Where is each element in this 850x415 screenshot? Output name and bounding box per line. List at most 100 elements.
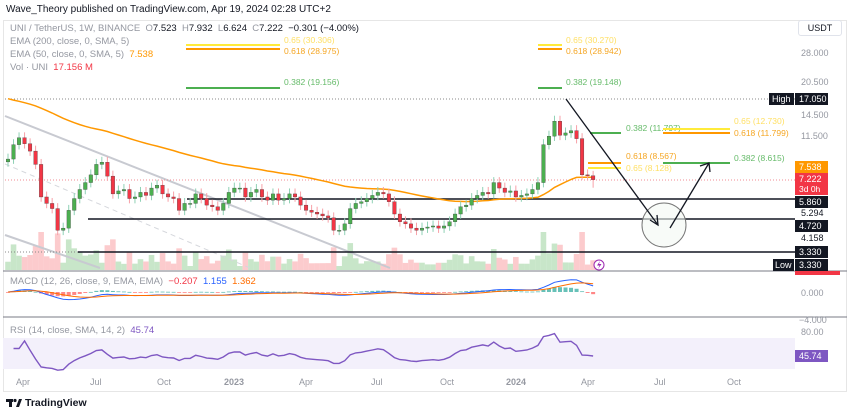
candle-down xyxy=(574,130,579,139)
candle-up xyxy=(61,227,66,231)
volume-bar xyxy=(562,262,569,270)
macd-histogram-bar xyxy=(116,291,121,293)
volume-bar xyxy=(352,258,359,270)
fib-b[interactable]: 0.65 (30.270) 0.618 (28.942) 0.382 (19.1… xyxy=(538,35,621,89)
volume-tag xyxy=(795,271,840,275)
candle-down xyxy=(558,120,562,136)
fib-label: 0.382 (8.615) xyxy=(734,153,785,163)
low-value: 6.624 xyxy=(223,23,247,34)
macd-histogram-bar xyxy=(210,291,215,293)
price-tick: 11.500 xyxy=(801,131,828,141)
macd-histogram-bar xyxy=(353,291,358,293)
volume-bar xyxy=(115,261,122,270)
volume-bar xyxy=(5,261,11,270)
volume-legend[interactable]: Vol · UNI 17.156 M xyxy=(10,61,359,74)
candle-up xyxy=(226,192,231,204)
candle-down xyxy=(171,196,176,199)
symbol-ohlc[interactable]: UNI / TetherUS, 1W, BINANCE O7.523 H7.93… xyxy=(10,22,359,35)
volume-bar xyxy=(358,263,365,270)
candle-down xyxy=(259,189,264,198)
candle-up xyxy=(248,192,253,198)
candle-up xyxy=(94,164,99,176)
candle-down xyxy=(33,150,38,165)
projection-arrow-down[interactable] xyxy=(565,98,659,226)
projection-arrow-up[interactable] xyxy=(669,162,710,229)
candle-up xyxy=(547,135,551,145)
fib-d[interactable]: 0.65 (12.730) 0.618 (11.799) 0.382 (8.61… xyxy=(663,116,789,164)
candle-down xyxy=(215,206,220,211)
macd-histogram-bar xyxy=(519,291,524,293)
macd-histogram-bar xyxy=(44,292,49,295)
ema50-tag xyxy=(795,161,828,173)
volume-bar xyxy=(121,263,127,270)
volume-bar xyxy=(143,261,149,270)
high-label: H xyxy=(181,23,189,34)
macd-histogram-bar xyxy=(127,291,132,293)
channel-line[interactable] xyxy=(4,115,391,269)
volume-bar xyxy=(170,263,177,270)
ema200-legend[interactable]: EMA (200, close, 0, SMA, 5) xyxy=(10,36,130,47)
macd-histogram-bar xyxy=(563,287,568,292)
candle-up xyxy=(99,162,104,165)
volume-bar xyxy=(198,259,204,270)
ema50-value: 7.538 xyxy=(129,49,154,60)
volume-bar xyxy=(88,254,94,270)
volume-bar xyxy=(479,261,486,270)
candle-down xyxy=(210,204,215,207)
fib-a[interactable]: 0.65 (30.306) 0.618 (28.975) 0.382 (19.1… xyxy=(186,35,339,89)
fib-label: 0.65 (30.270) xyxy=(566,35,617,45)
bar-countdown: 3d 0h xyxy=(799,184,821,194)
macd-histogram-bar xyxy=(287,291,292,293)
candle-up xyxy=(524,193,529,196)
macd-histogram-bar xyxy=(254,290,259,292)
macd-histogram-bar xyxy=(535,291,540,293)
candle-up xyxy=(77,189,82,199)
price-tick: 14.500 xyxy=(801,110,829,120)
target-zone-circle[interactable] xyxy=(641,202,687,248)
macd-legend[interactable]: MACD (12, 26, close, 9, EMA, EMA) −0.207… xyxy=(10,276,256,287)
candle-down xyxy=(55,208,60,231)
volume-bar xyxy=(584,264,591,270)
volume-bar xyxy=(402,262,409,270)
candles xyxy=(6,115,596,236)
macd-histogram-bar xyxy=(237,290,242,292)
candle-down xyxy=(144,192,148,196)
ema50-curve xyxy=(7,97,594,203)
volume-bar xyxy=(347,243,354,270)
channel-line[interactable] xyxy=(4,234,101,269)
macd-histogram-bar xyxy=(375,290,380,292)
candle-up xyxy=(442,225,447,229)
volume-bar xyxy=(408,259,414,270)
fib-label: 0.65 (12.730) xyxy=(734,116,785,126)
chart-legend: UNI / TetherUS, 1W, BINANCE O7.523 H7.93… xyxy=(10,22,359,74)
high-tag-label: High xyxy=(772,94,791,104)
volume-bar xyxy=(457,255,464,270)
candle-up xyxy=(337,230,342,232)
rsi-legend[interactable]: RSI (14, close, SMA, 14, 2) 45.74 xyxy=(10,325,154,336)
volume-bar xyxy=(253,261,260,270)
candle-up xyxy=(232,187,237,193)
volume-bar xyxy=(364,261,370,270)
macd-histogram-bar xyxy=(436,292,441,293)
volume-bar xyxy=(341,256,348,270)
volume-bar xyxy=(231,259,238,270)
symbol-name[interactable]: UNI / TetherUS, 1W, BINANCE xyxy=(10,23,141,34)
volume-bar xyxy=(242,252,249,270)
fib-c[interactable]: 0.382 (11.797) 0.618 (8.567) 0.65 (8.128… xyxy=(588,123,681,173)
fib-label: 0.618 (28.975) xyxy=(284,46,339,56)
candle-down xyxy=(320,213,325,217)
candle-down xyxy=(304,204,309,211)
currency-button[interactable]: USDT xyxy=(798,20,842,36)
volume-bar xyxy=(49,258,55,270)
time-tick: Apr xyxy=(581,377,595,387)
candle-up xyxy=(420,227,424,231)
volume-bar xyxy=(386,254,392,270)
volume-bar xyxy=(248,259,254,270)
tradingview-logo[interactable]: TradingView xyxy=(6,397,87,409)
low-price: 3.330 xyxy=(799,260,822,270)
ema50-legend[interactable]: EMA (50, close, 0, SMA, 5) 7.538 xyxy=(10,48,359,61)
rsi-line xyxy=(13,332,594,371)
macd-histogram-bar xyxy=(574,288,579,292)
macd-histogram-bar xyxy=(431,292,436,293)
